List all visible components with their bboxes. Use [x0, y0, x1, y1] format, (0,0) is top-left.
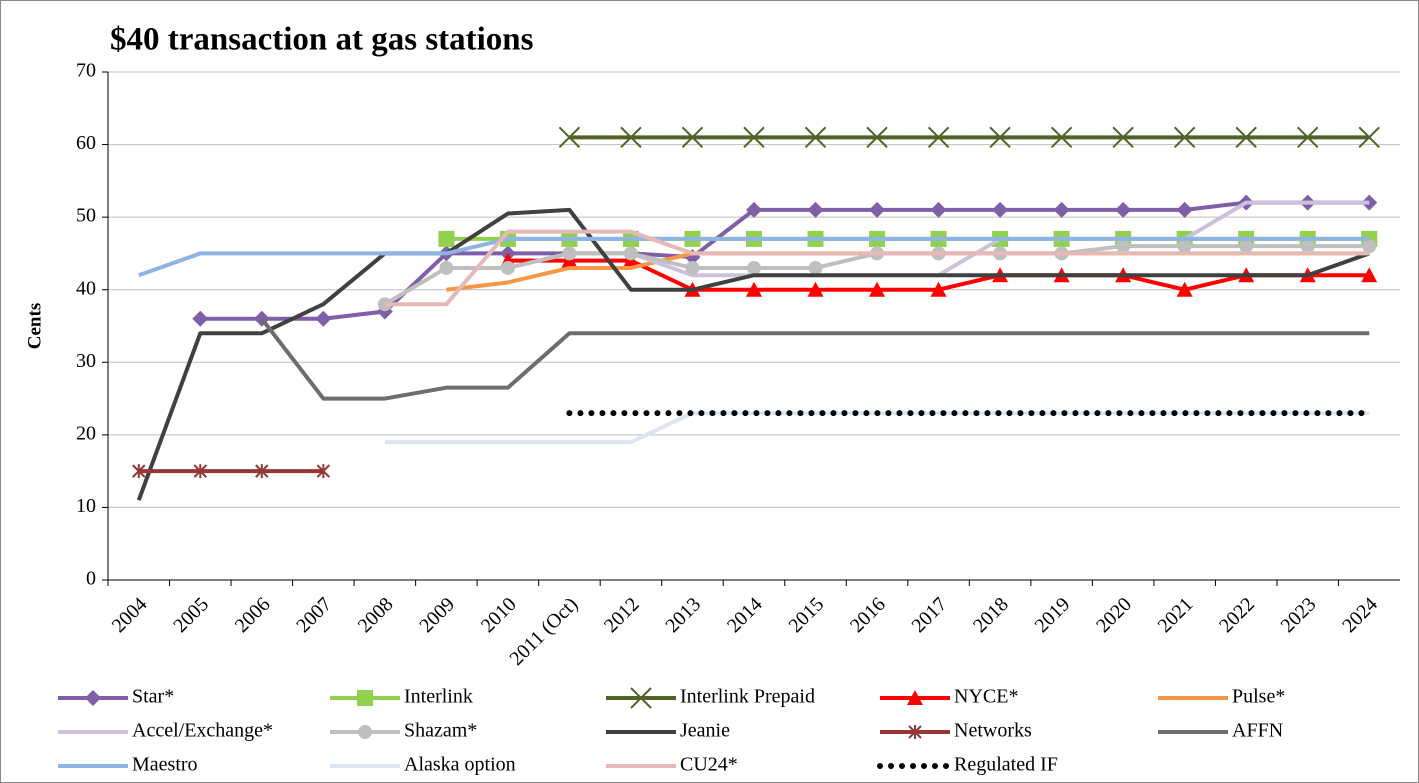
marker [1358, 126, 1380, 149]
legend-label: Interlink [404, 686, 473, 708]
marker [1053, 201, 1070, 218]
chart-title: $40 transaction at gas stations [110, 22, 534, 58]
marker [681, 126, 704, 149]
marker [747, 260, 761, 275]
marker [807, 201, 824, 218]
marker [907, 690, 923, 705]
marker [804, 126, 827, 149]
marker [908, 725, 922, 739]
legend-label: Regulated IF [954, 754, 1058, 776]
legend-label: Shazam* [404, 720, 477, 742]
marker [869, 281, 886, 297]
marker [315, 310, 332, 327]
marker [132, 464, 146, 479]
marker [358, 725, 372, 739]
marker [685, 260, 700, 275]
legend-label: CU24* [680, 754, 738, 776]
marker [1361, 267, 1378, 283]
marker [1115, 201, 1132, 218]
marker [930, 281, 947, 297]
legend-label: AFFN [1232, 720, 1283, 742]
series-line [260, 317, 1370, 401]
marker [992, 201, 1009, 218]
legend-label: Jeanie [680, 720, 730, 742]
marker [1300, 239, 1315, 254]
marker [1050, 126, 1073, 149]
legend-label: Interlink Prepaid [680, 686, 815, 708]
legend-label: Maestro [132, 754, 198, 776]
y-tick-label: 0 [86, 568, 96, 590]
marker [1239, 239, 1254, 254]
marker [1173, 126, 1196, 149]
legend-label: Star* [132, 686, 174, 708]
y-tick-label: 10 [76, 495, 96, 517]
marker [1297, 126, 1319, 149]
y-tick-label: 20 [76, 422, 96, 444]
marker [357, 690, 373, 706]
y-tick-label: 30 [76, 350, 96, 372]
legend-label: Accel/Exchange* [132, 720, 273, 742]
marker [85, 690, 101, 706]
marker [255, 464, 269, 479]
marker [558, 126, 581, 149]
marker [316, 464, 331, 479]
y-tick-label: 70 [76, 60, 96, 82]
y-tick-label: 50 [76, 205, 96, 227]
marker [1176, 201, 1193, 218]
legend-label: NYCE* [954, 686, 1018, 708]
marker [866, 126, 888, 149]
marker [439, 260, 454, 275]
legend-label: Pulse* [1232, 686, 1285, 708]
marker [746, 281, 762, 297]
marker [192, 310, 209, 327]
marker [623, 246, 638, 261]
marker [746, 201, 762, 218]
series-line [384, 229, 1370, 307]
marker [930, 201, 947, 218]
marker [1235, 126, 1257, 149]
marker [500, 260, 515, 275]
y-axis-label: Cents [24, 303, 45, 349]
marker [620, 126, 642, 149]
marker [807, 281, 824, 297]
marker [1362, 239, 1377, 254]
series-line [138, 236, 1370, 278]
marker [562, 246, 577, 261]
marker [630, 687, 652, 709]
y-tick-label: 60 [76, 132, 96, 154]
marker [1116, 239, 1131, 254]
marker [1177, 239, 1192, 254]
marker [743, 126, 765, 149]
series-line [200, 200, 1370, 321]
legend-label: Alaska option [404, 754, 516, 776]
y-tick-label: 40 [76, 277, 96, 299]
legend-label: Networks [954, 720, 1032, 742]
marker [1112, 126, 1134, 149]
marker [1176, 281, 1193, 297]
marker [989, 126, 1011, 149]
marker [927, 126, 950, 149]
marker [438, 230, 455, 247]
marker [869, 201, 886, 218]
marker [193, 464, 207, 479]
marker [808, 260, 823, 275]
series-line [136, 207, 1370, 501]
